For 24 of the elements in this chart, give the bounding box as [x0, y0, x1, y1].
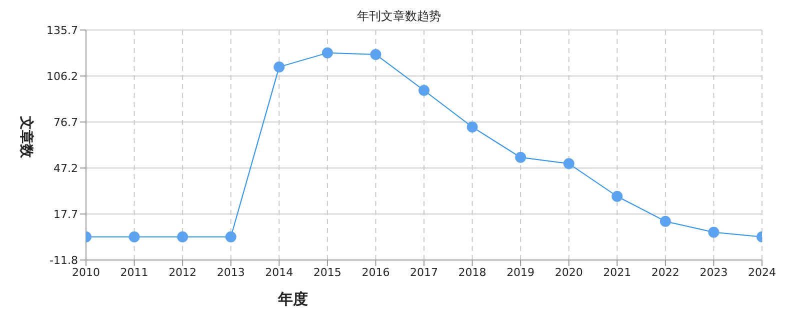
x-tick-label: 2021 [603, 266, 632, 279]
y-tick-label: 17.7 [54, 208, 78, 221]
y-axis-title: 文章数 [17, 115, 35, 160]
x-tick-label: 2015 [313, 266, 342, 279]
x-tick-label: 2014 [265, 266, 294, 279]
x-tick-label: 2020 [554, 266, 583, 279]
chart-title: 年刊文章数趋势 [356, 8, 442, 25]
x-axis-title: 年度 [278, 290, 308, 309]
y-tick-label: 47.2 [54, 162, 78, 175]
x-tick-label: 2016 [362, 266, 390, 279]
x-tick-label: 2019 [506, 266, 535, 279]
x-tick-label: 2012 [168, 266, 197, 279]
x-tick-label: 2023 [700, 266, 728, 279]
x-tick-label: 2018 [458, 266, 486, 279]
x-tick-label: 2024 [748, 266, 776, 279]
x-tick-label: 2022 [651, 266, 680, 279]
y-tick-label: 106.2 [46, 70, 78, 83]
y-tick-label: -11.8 [50, 254, 78, 267]
x-tick-label: 2011 [120, 266, 148, 279]
x-tick-label: 2010 [72, 266, 100, 279]
x-tick-label: 2013 [216, 266, 245, 279]
y-tick-label: 135.7 [46, 24, 78, 37]
y-tick-label: 76.7 [54, 116, 78, 129]
x-tick-label: 2017 [410, 266, 438, 279]
